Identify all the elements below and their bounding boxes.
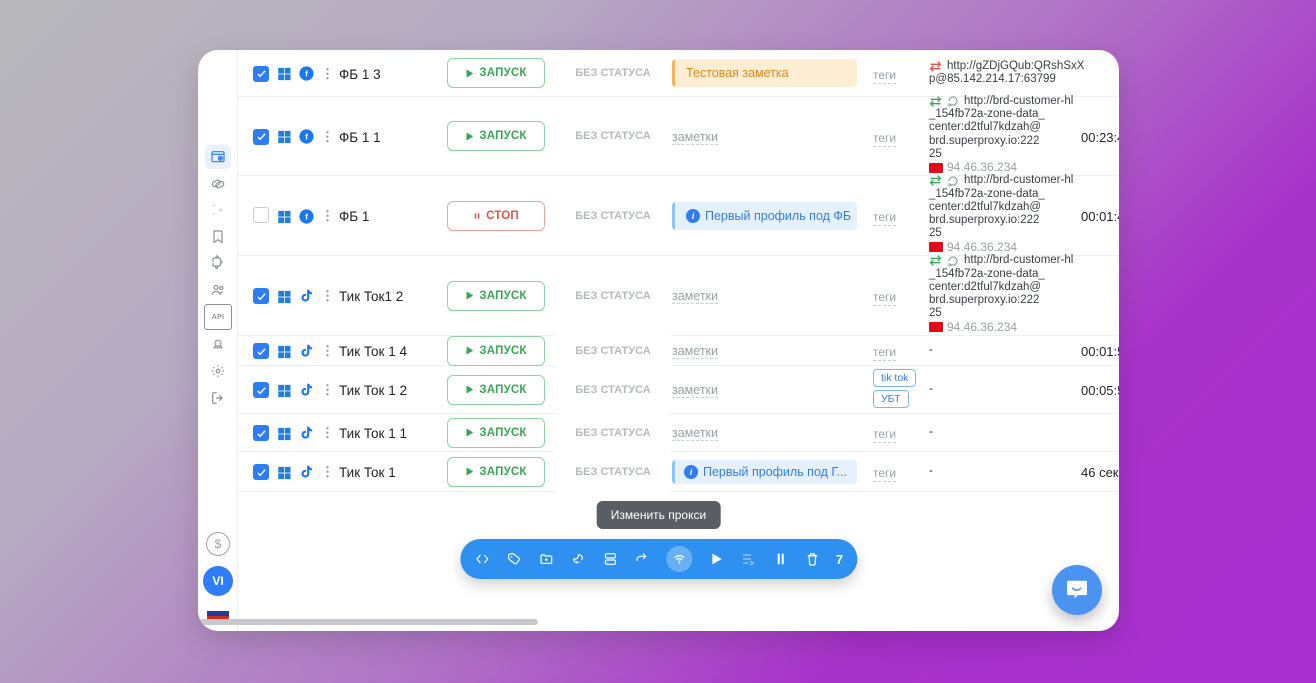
svg-text:f: f [305, 211, 308, 221]
svg-text:f: f [305, 132, 308, 142]
svg-text:f: f [305, 69, 308, 79]
